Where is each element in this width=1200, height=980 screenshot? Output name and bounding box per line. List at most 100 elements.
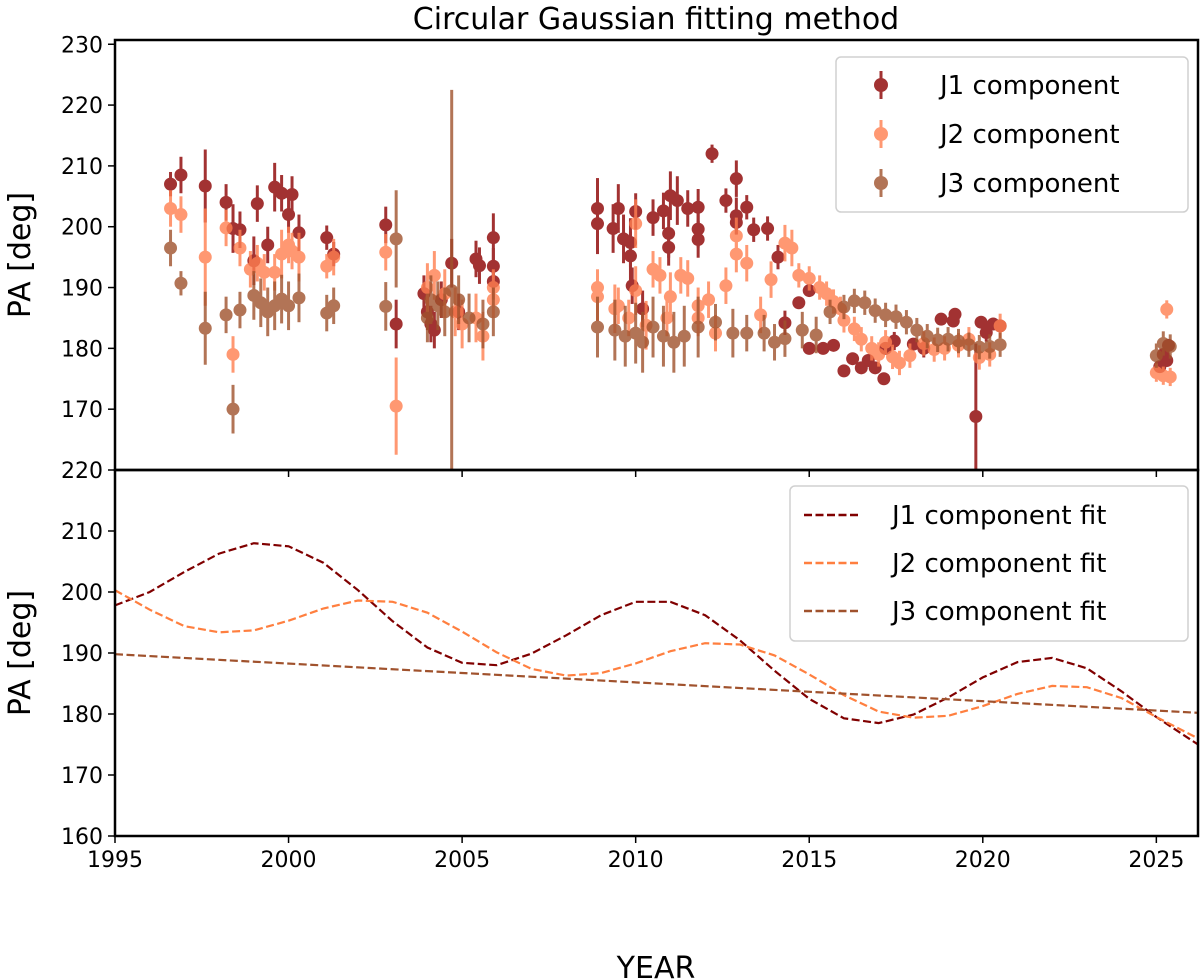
data-point [1163, 340, 1177, 354]
data-point [379, 218, 393, 232]
y-tick-label: 190 [61, 642, 103, 667]
data-point [740, 256, 754, 270]
data-point [472, 259, 486, 273]
legend-marker [874, 169, 888, 197]
legend-point [874, 78, 888, 92]
data-point [903, 349, 917, 363]
data-point [837, 313, 851, 327]
data-point [899, 315, 913, 329]
data-point [729, 172, 743, 186]
data-point [282, 299, 296, 313]
data-point [174, 276, 188, 290]
data-point [1163, 370, 1177, 384]
legend: J1 component fit J2 component fit J3 compo… [789, 485, 1189, 642]
data-point [452, 293, 466, 307]
data-point [636, 335, 650, 349]
data-point [282, 208, 296, 222]
data-point [879, 308, 893, 322]
data-point [827, 338, 841, 352]
data-point [667, 335, 681, 349]
data-point [868, 304, 882, 318]
data-point [646, 211, 660, 225]
legend-label: J3 component fit [890, 597, 1106, 627]
data-point [608, 323, 622, 337]
fit-line-1 [115, 542, 1198, 746]
legend-label: J2 component [938, 120, 1120, 150]
data-point [219, 308, 233, 322]
data-point [702, 293, 716, 307]
data-point [656, 329, 670, 343]
y-tick-label: 220 [61, 94, 103, 119]
data-point [705, 147, 719, 161]
data-point [691, 200, 705, 214]
data-point [663, 290, 677, 304]
data-point [892, 356, 906, 370]
x-tick-label: 2010 [608, 848, 664, 873]
data-point [476, 317, 490, 331]
bottom-y-axis-label: PA [deg] [3, 590, 38, 716]
data-point [951, 334, 965, 348]
data-point [757, 326, 771, 340]
x-tick-label: 2000 [261, 848, 317, 873]
legend-label: J1 component fit [890, 501, 1106, 531]
data-point [764, 273, 778, 287]
data-point [858, 296, 872, 310]
data-point [174, 208, 188, 222]
data-point [292, 291, 306, 305]
data-point [691, 320, 705, 334]
data-point [174, 168, 188, 182]
data-point [282, 238, 296, 252]
data-point [656, 204, 670, 218]
data-point [320, 259, 334, 273]
y-tick-label: 220 [61, 459, 103, 484]
data-point [164, 177, 178, 191]
data-point [275, 247, 289, 261]
y-tick-label: 180 [61, 703, 103, 728]
data-point [729, 247, 743, 261]
data-point [250, 256, 264, 270]
data-point [823, 305, 837, 319]
data-point [761, 222, 775, 236]
data-point [250, 197, 264, 211]
data-point [1149, 349, 1163, 363]
data-point [847, 294, 861, 308]
x-tick-label: 2020 [955, 848, 1011, 873]
data-point [462, 311, 476, 325]
data-point [768, 335, 782, 349]
data-point [198, 321, 212, 335]
data-point [795, 323, 809, 337]
data-point [164, 241, 178, 255]
data-point [972, 340, 986, 354]
data-point [681, 201, 695, 215]
data-point [389, 232, 403, 246]
legend-label: J3 component [938, 169, 1120, 199]
data-point [646, 320, 660, 334]
data-point [198, 179, 212, 193]
legend-point [874, 176, 888, 190]
data-point [1160, 302, 1174, 316]
data-point [379, 245, 393, 259]
data-point [486, 231, 500, 245]
series-3 [164, 89, 1177, 470]
data-point [809, 328, 823, 342]
data-point [611, 201, 625, 215]
data-point [219, 221, 233, 235]
data-point [590, 320, 604, 334]
data-point [691, 232, 705, 246]
data-point [872, 347, 886, 361]
data-point [877, 372, 891, 386]
legend-marker [874, 71, 888, 99]
data-point [268, 265, 282, 279]
data-point [681, 271, 695, 285]
data-point [438, 305, 452, 319]
data-point [771, 250, 785, 264]
data-point [962, 338, 976, 352]
data-point [854, 332, 868, 346]
data-point [629, 326, 643, 340]
y-tick-label: 200 [61, 581, 103, 606]
data-point [606, 222, 620, 236]
fit-line-3 [115, 653, 1198, 714]
data-point [257, 265, 271, 279]
y-tick-label: 180 [61, 337, 103, 362]
